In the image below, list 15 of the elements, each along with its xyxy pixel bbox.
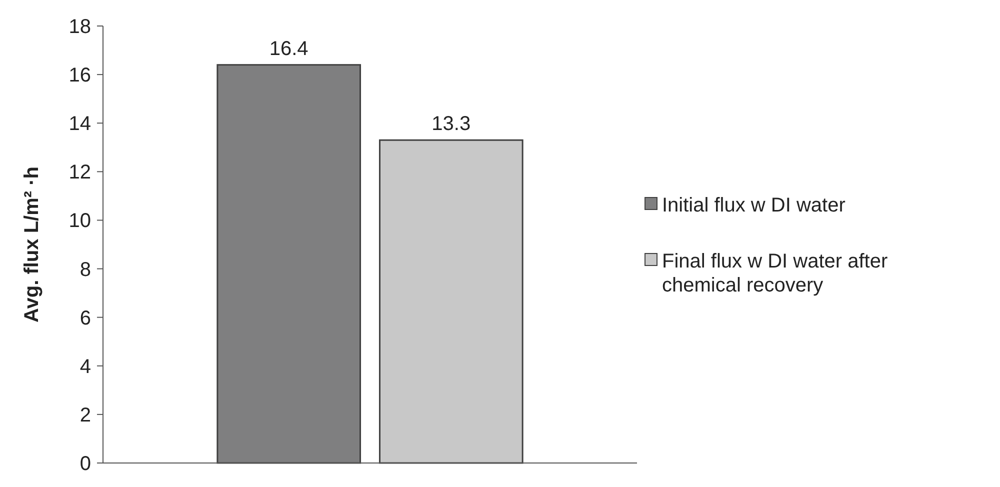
legend-label: Initial flux w DI water [662,194,846,216]
data-label: 16.4 [269,38,308,60]
y-tick-label: 4 [80,356,91,378]
y-tick-label: 12 [68,162,91,184]
y-tick-label: 8 [80,258,91,281]
y-tick-label: 0 [80,453,91,475]
y-tick-label: 6 [80,307,91,330]
y-axis-title: Avg. flux L/m² ·h [21,166,43,322]
legend-label: Final flux w DI water after chemical recovery [662,250,888,296]
y-tick-label: 2 [80,404,91,426]
y-tick-label: 14 [68,113,91,136]
y-tick-label: 10 [68,210,91,232]
y-tick-label: 18 [68,16,91,38]
data-label: 13.3 [432,113,471,136]
y-tick-label: 16 [68,64,91,87]
